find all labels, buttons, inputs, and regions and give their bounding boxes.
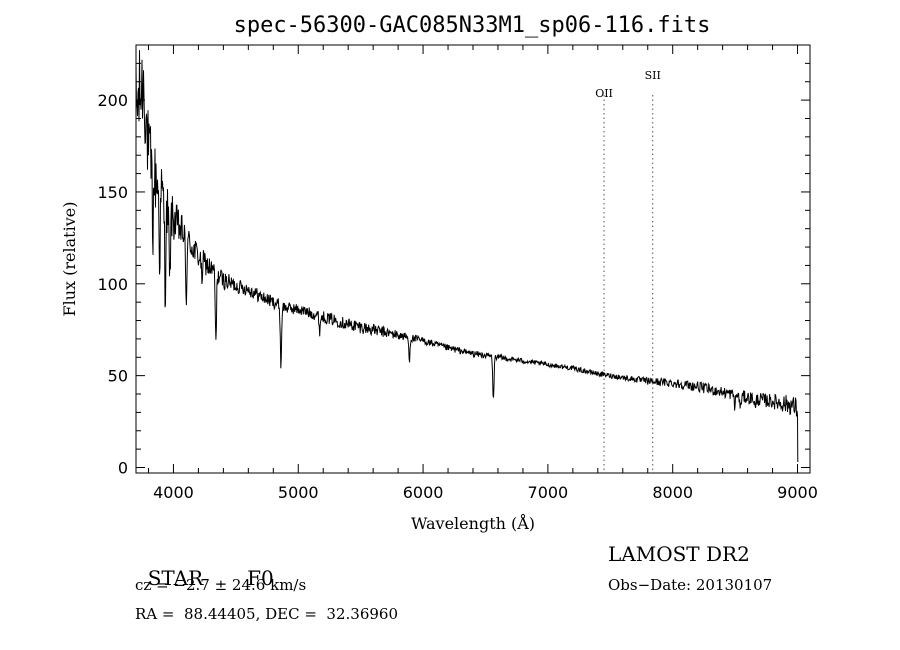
object-class-label: STAR: [147, 566, 204, 590]
y-tick-label: 0: [118, 458, 128, 477]
x-tick-label: 9000: [777, 483, 818, 502]
x-tick-label: 4000: [153, 483, 194, 502]
y-tick-label: 200: [97, 91, 128, 110]
y-tick-label: 50: [108, 367, 128, 386]
y-tick-label: 150: [97, 183, 128, 202]
x-tick-label: 8000: [652, 483, 693, 502]
spectrum-line: [135, 50, 799, 463]
observation-date: Obs−Date: 20130107: [608, 576, 773, 594]
spectral-subclass: F0: [247, 566, 274, 590]
emission-line-label: SII: [645, 69, 661, 82]
plot-frame: [135, 44, 811, 474]
emission-line-markers: OII SII: [595, 69, 661, 473]
x-tick-label: 5000: [278, 483, 319, 502]
axis-ticks: 4000 5000 6000 7000 8000 9000 0 50 100 150 200: [97, 45, 818, 502]
spectrum-series: [135, 50, 799, 463]
x-axis-label: Wavelength (Å): [411, 513, 535, 533]
x-tick-label: 6000: [403, 483, 444, 502]
emission-line-label: OII: [595, 87, 613, 100]
y-axis-label: Flux (relative): [60, 202, 79, 317]
coordinates-text: RA = 88.44405, DEC = 32.36960: [135, 605, 399, 623]
velocity-text: cz = −2.7 ± 24.6 km/s: [135, 576, 307, 594]
object-class: STAR F0: [135, 542, 274, 590]
chart-title: spec-56300-GAC085N33M1_sp06-116.fits: [234, 13, 711, 38]
x-tick-label: 7000: [528, 483, 569, 502]
survey-name: LAMOST DR2: [608, 542, 750, 566]
y-tick-label: 100: [97, 275, 128, 294]
